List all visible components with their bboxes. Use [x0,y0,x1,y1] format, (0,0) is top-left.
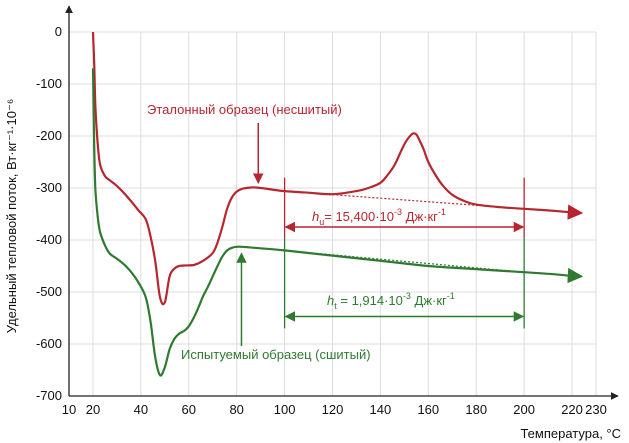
x-tick-label: 80 [229,402,243,417]
x-tick-label: 200 [513,402,535,417]
x-tick-label: 100 [274,402,296,417]
y-tick-label: 0 [55,24,62,39]
x-tick-label: 120 [322,402,344,417]
hu-subscript: u [319,217,324,227]
x-axis-title: Температура, °C [520,426,621,441]
x-tick-label: 140 [370,402,392,417]
hu-unit-exponent: -1 [438,207,446,217]
ht-unit-exponent: -1 [447,291,455,301]
x-tick-label: 230 [585,402,607,417]
hu-value: = 15,400·10 [324,209,394,224]
reference-sample-label: Эталонный образец (несшитый) [147,102,342,117]
x-tick-label: 40 [134,402,148,417]
reference-sample-curve [91,31,584,306]
ht-subscript: t [334,301,337,311]
test-sample-curve [91,68,584,377]
annotations: Эталонный образец (несшитый) Испытуемый … [147,102,525,362]
hu-unit: Дж·кг [402,209,438,224]
y-tick-label: -200 [36,128,62,143]
ht-symbol: h [327,293,334,308]
y-tick-label: -500 [36,284,62,299]
y-tick-label: -300 [36,180,62,195]
series [91,31,584,377]
tick-labels: 10 20 40 60 80 100 120 140 160 180 200 220 230 0 -100 -… [36,24,607,417]
hu-value-label: hu= 15,400·10-3 Дж·кг-1 [312,207,446,227]
x-tick-label: 20 [86,402,100,417]
y-axis-title: Удельный тепловой поток, Вт·кг⁻¹·10⁻⁶ [4,99,19,333]
ht-value-label: ht = 1,914·10-3 Дж·кг-1 [327,291,455,311]
reference-baseline [284,190,525,210]
x-tick-label: 10 [62,402,76,417]
y-tick-label: -100 [36,76,62,91]
x-tick-label: 180 [465,402,487,417]
ht-exponent: -3 [403,291,411,301]
hu-symbol: h [312,209,319,224]
ht-value: = 1,914·10 [337,293,403,308]
y-tick-label: -600 [36,336,62,351]
x-tick-label: 220 [561,402,583,417]
y-tick-label: -700 [36,388,62,403]
test-sample-label: Испытуемый образец (сшитый) [181,347,371,362]
test-baseline [284,249,525,273]
y-tick-label: -400 [36,232,62,247]
x-tick-label: 160 [417,402,439,417]
axes [65,5,619,400]
ht-unit: Дж·кг [411,293,447,308]
x-tick-label: 60 [182,402,196,417]
hu-exponent: -3 [394,207,402,217]
